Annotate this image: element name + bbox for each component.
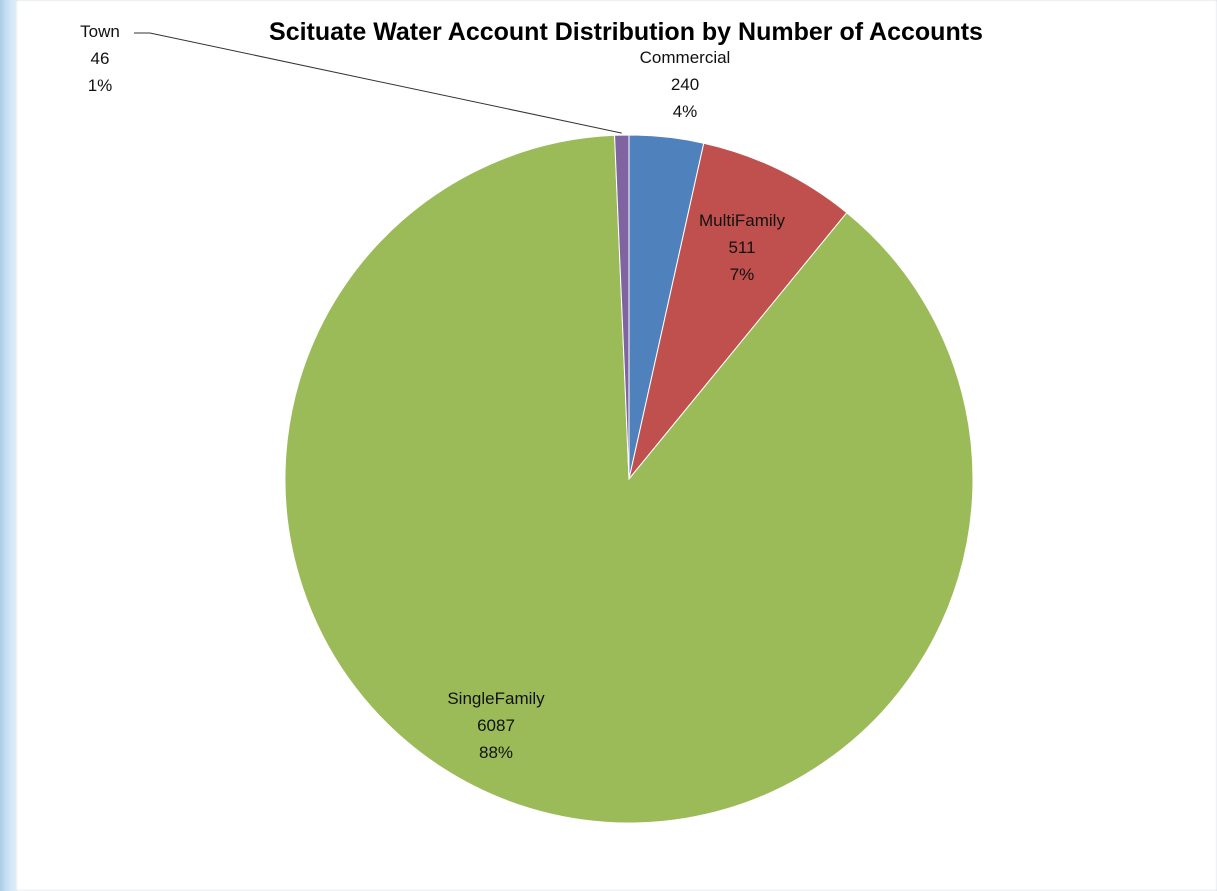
pie-chart: Scituate Water Account Distribution by N… (80, 18, 983, 824)
pie-slice-town (614, 134, 630, 480)
pie-slices (284, 134, 974, 824)
data-label-commercial-percent: 4% (673, 102, 698, 121)
chart-area: Scituate Water Account Distribution by N… (16, 0, 1217, 891)
data-label-commercial-value: 240 (671, 75, 699, 94)
leader-line-town (134, 32, 622, 134)
data-label-singlefamily-percent: 88% (479, 743, 513, 762)
pie-slice-multifamily (628, 142, 848, 480)
data-label-multifamily-percent: 7% (730, 265, 755, 284)
data-label-singlefamily-value: 6087 (477, 716, 515, 735)
data-label-town-percent: 1% (88, 76, 113, 95)
data-label-town-value: 46 (91, 49, 110, 68)
data-label-town-category: Town (80, 22, 120, 41)
pie-slice-singlefamily (284, 134, 974, 824)
data-labels: Commercial 240 4% MultiFamily 511 7% SingleFam… (80, 22, 785, 762)
chart-title: Scituate Water Account Distribution by N… (269, 18, 983, 46)
data-label-commercial-category: Commercial (640, 48, 731, 67)
data-label-multifamily-category: MultiFamily (699, 211, 785, 230)
data-label-multifamily-value: 511 (728, 238, 755, 257)
data-label-singlefamily-category: SingleFamily (447, 689, 545, 708)
leader-lines (134, 32, 622, 134)
